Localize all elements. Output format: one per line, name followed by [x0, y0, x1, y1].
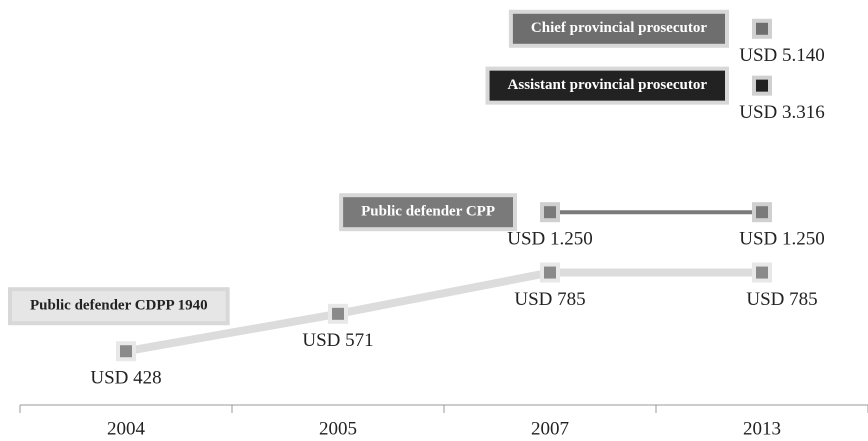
point-marker	[116, 341, 136, 362]
value-label: USD 785	[746, 289, 817, 310]
point-marker	[752, 262, 772, 283]
value-label: USD 1.250	[507, 229, 593, 250]
series-label-box	[8, 287, 230, 326]
point-marker	[752, 75, 772, 96]
series-line	[125, 268, 762, 356]
point-marker	[752, 202, 772, 223]
value-label: USD 785	[514, 289, 585, 310]
x-tick-label: 2013	[743, 418, 781, 439]
series-name: Assistant provincial prosecutor	[508, 77, 708, 93]
point-marker	[752, 18, 772, 39]
series-label: Public defender CPP	[339, 193, 517, 232]
series-label: Public defender CDPP 1940	[8, 287, 230, 326]
point-marker	[540, 202, 560, 223]
x-tick-label: 2007	[531, 418, 569, 439]
value-label: USD 428	[90, 368, 161, 389]
value-label: USD 571	[302, 330, 373, 351]
point-marker	[328, 303, 348, 324]
series-name: Public defender CDPP 1940	[30, 298, 208, 314]
series-label-box	[508, 9, 729, 48]
series-name: Chief provincial prosecutor	[531, 20, 707, 36]
value-label: USD 3.316	[739, 102, 825, 123]
point-marker	[540, 262, 560, 283]
series-label-box	[485, 66, 729, 105]
series-label-box	[339, 193, 517, 232]
series-label: Assistant provincial prosecutor	[485, 66, 729, 105]
x-tick-label: 2004	[107, 418, 146, 439]
series-label: Chief provincial prosecutor	[508, 9, 729, 48]
series-name: Public defender CPP	[361, 204, 495, 220]
value-label: USD 1.250	[739, 229, 825, 250]
x-tick-label: 2005	[319, 418, 357, 439]
value-label: USD 5.140	[739, 45, 825, 66]
